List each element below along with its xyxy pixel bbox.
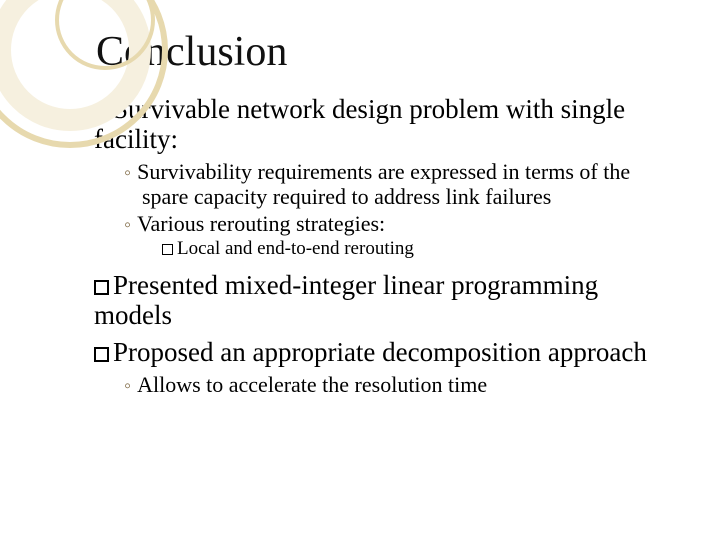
square-bullet-icon — [94, 347, 109, 362]
point-2-text: Presented mixed-integer linear programmi… — [94, 270, 598, 330]
point-1-sub-b-sub-text: Local and end-to-end rerouting — [177, 238, 414, 259]
point-3: Proposed an appropriate decomposition ap… — [94, 337, 672, 367]
point-1-text: Survivable network design problem with s… — [94, 94, 625, 154]
slide-title: Conclusion — [96, 28, 672, 76]
point-3-sub-a-text: Allows to accelerate the resolution time — [137, 372, 487, 397]
point-1-sub-b-text: Various rerouting strategies: — [137, 211, 385, 236]
ring-bullet-icon: ◦ — [124, 375, 131, 397]
point-1-sub-b-sub: Local and end-to-end rerouting — [162, 238, 672, 260]
ring-bullet-icon: ◦ — [124, 162, 131, 184]
ring-bullet-icon: ◦ — [124, 214, 131, 236]
point-2: Presented mixed-integer linear programmi… — [94, 270, 672, 330]
square-bullet-small-icon — [162, 244, 173, 255]
point-3-sub-a: ◦ Allows to accelerate the resolution tim… — [124, 373, 672, 398]
point-3-text: Proposed an appropriate decomposition ap… — [113, 337, 647, 367]
point-1-sub-a: ◦ Survivability requirements are expresse… — [124, 160, 672, 209]
square-bullet-icon — [94, 104, 109, 119]
point-1-sub-a-text: Survivability requirements are expressed… — [137, 159, 630, 209]
point-1-sub-b: ◦ Various rerouting strategies: — [124, 212, 672, 237]
point-1: Survivable network design problem with s… — [94, 94, 672, 154]
square-bullet-icon — [94, 280, 109, 295]
slide-root: Conclusion Survivable network design pro… — [0, 0, 720, 540]
